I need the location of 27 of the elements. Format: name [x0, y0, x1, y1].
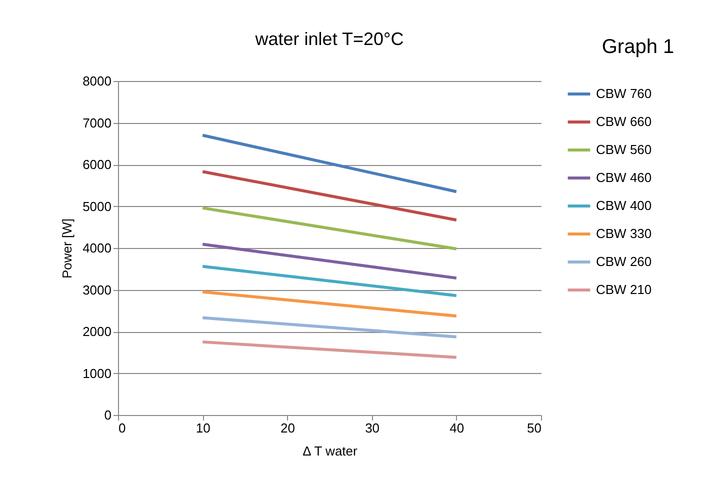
chart-title: water inlet T=20°C	[254, 29, 404, 49]
legend-label: CBW 560	[596, 142, 652, 157]
y-tick-label: 0	[104, 408, 112, 422]
x-tick-label: 10	[196, 420, 210, 436]
legend-label: CBW 460	[596, 170, 652, 185]
x-tick-label: 50	[527, 420, 542, 436]
x-tick-label: 0	[118, 420, 126, 436]
legend-label: CBW 660	[596, 114, 652, 129]
y-tick-label: 4000	[82, 240, 112, 256]
y-tick-label: 7000	[82, 115, 112, 130]
y-tick-label: 5000	[82, 198, 112, 214]
legend-label: CBW 260	[596, 254, 652, 269]
y-tick-label: 1000	[82, 366, 112, 381]
x-tick-label: 30	[365, 420, 380, 436]
caption: Graph 1	[602, 36, 674, 58]
legend-label: CBW 760	[596, 86, 652, 101]
legend-label: CBW 210	[596, 282, 652, 297]
y-tick-label: 6000	[82, 157, 112, 172]
y-axis-title: Power [W]	[60, 218, 75, 278]
x-tick-label: 20	[280, 420, 295, 436]
legend-label: CBW 330	[596, 226, 652, 241]
y-tick-label: 2000	[82, 324, 112, 339]
legend-label: CBW 400	[596, 198, 652, 213]
y-tick-label: 3000	[82, 282, 112, 298]
x-tick-label: 40	[450, 420, 464, 436]
y-tick-label: 8000	[82, 74, 112, 88]
x-axis-title: Δ T water	[302, 444, 358, 458]
